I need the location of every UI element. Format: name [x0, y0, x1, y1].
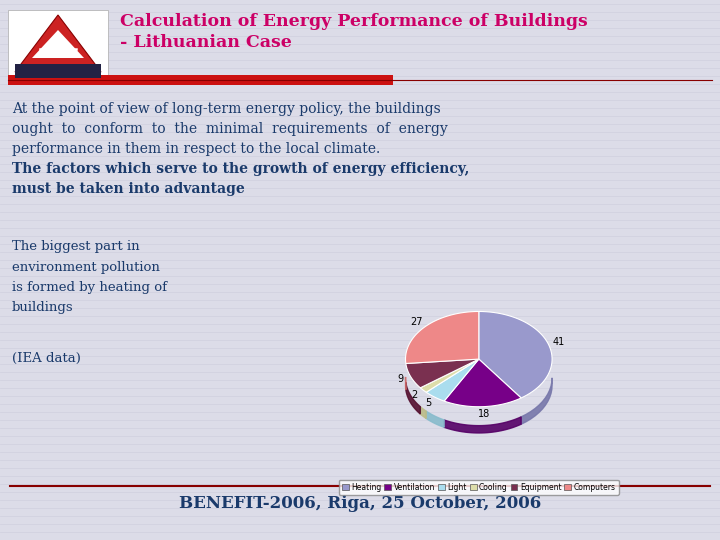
Polygon shape [479, 312, 552, 398]
Text: must be taken into advantage: must be taken into advantage [12, 182, 245, 196]
Text: ought  to  conform  to  the  minimal  requirements  of  energy: ought to conform to the minimal requirem… [12, 122, 448, 136]
Text: (IEA data): (IEA data) [12, 352, 81, 365]
Polygon shape [15, 15, 101, 72]
Text: 5: 5 [425, 398, 431, 408]
Text: At the point of view of long-term energy policy, the buildings: At the point of view of long-term energy… [12, 102, 441, 116]
FancyBboxPatch shape [15, 64, 101, 78]
Text: 9: 9 [397, 374, 403, 384]
Text: 41: 41 [553, 338, 565, 348]
Text: Calculation of Energy Performance of Buildings: Calculation of Energy Performance of Bui… [120, 13, 588, 30]
Text: 18: 18 [478, 409, 490, 419]
Polygon shape [521, 378, 552, 424]
FancyBboxPatch shape [8, 75, 393, 85]
Polygon shape [444, 417, 521, 433]
Text: The biggest part in
environment pollution
is formed by heating of
buildings: The biggest part in environment pollutio… [12, 240, 167, 314]
Polygon shape [420, 407, 426, 418]
Text: 2: 2 [412, 390, 418, 400]
Polygon shape [426, 411, 444, 427]
Legend: Heating, Ventilation, Light, Cooling, Equipment, Computers: Heating, Ventilation, Light, Cooling, Eq… [339, 480, 618, 495]
Polygon shape [426, 359, 479, 401]
Text: BENEFIT-2006, Riga, 25 October, 2006: BENEFIT-2006, Riga, 25 October, 2006 [179, 496, 541, 512]
Text: performance in them in respect to the local climate.: performance in them in respect to the lo… [12, 142, 380, 156]
Polygon shape [444, 359, 521, 407]
Polygon shape [32, 30, 84, 58]
Text: The factors which serve to the growth of energy efficiency,: The factors which serve to the growth of… [12, 162, 469, 176]
Polygon shape [406, 382, 420, 414]
Polygon shape [420, 359, 479, 392]
Polygon shape [405, 312, 479, 363]
Text: - Lithuanian Case: - Lithuanian Case [120, 34, 292, 51]
FancyBboxPatch shape [8, 10, 108, 78]
Polygon shape [406, 359, 479, 388]
Text: 27: 27 [410, 317, 423, 327]
